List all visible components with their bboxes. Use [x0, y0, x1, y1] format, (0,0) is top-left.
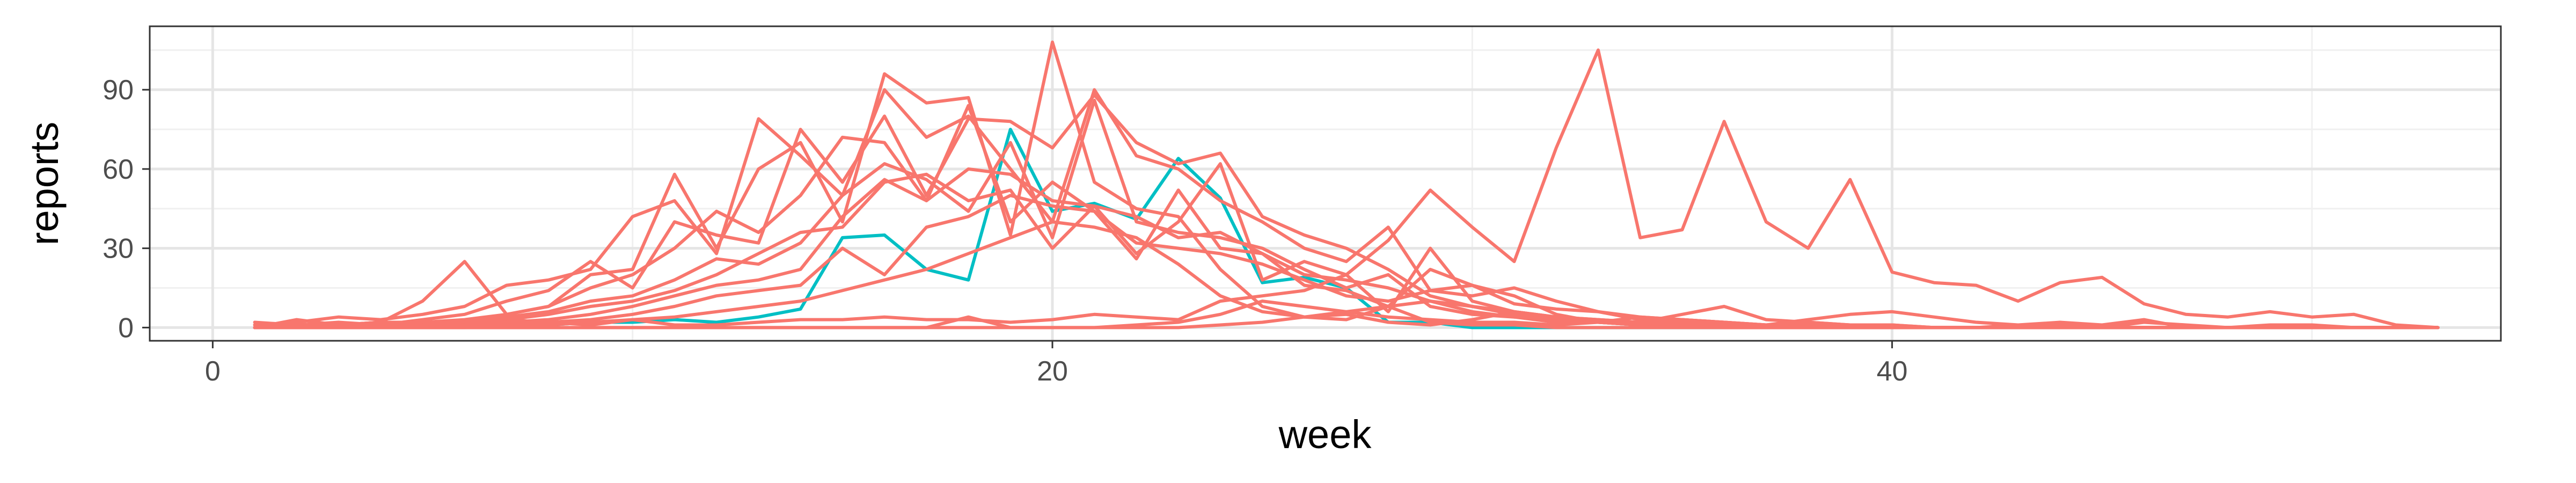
x-tick-label: 0 — [205, 356, 221, 387]
x-axis-title: week — [1278, 412, 1372, 457]
series-line-13 — [253, 299, 2440, 330]
y-axis-title: reports — [22, 122, 67, 245]
y-tick-label: 90 — [103, 75, 134, 106]
y-axis-ticks: 0 30 60 90 — [103, 75, 150, 343]
panel-background — [150, 26, 2501, 341]
y-tick-label: 60 — [103, 154, 134, 185]
series-lines — [253, 40, 2440, 330]
x-axis-ticks: 0 20 40 — [205, 341, 1908, 387]
x-tick-label: 40 — [1877, 356, 1908, 387]
panel-border — [149, 25, 2502, 342]
x-tick-label: 20 — [1037, 356, 1068, 387]
minor-gridlines — [150, 26, 2501, 341]
y-tick-label: 30 — [103, 233, 134, 265]
y-tick-label: 0 — [118, 312, 134, 343]
series-line-3 — [253, 40, 2440, 330]
